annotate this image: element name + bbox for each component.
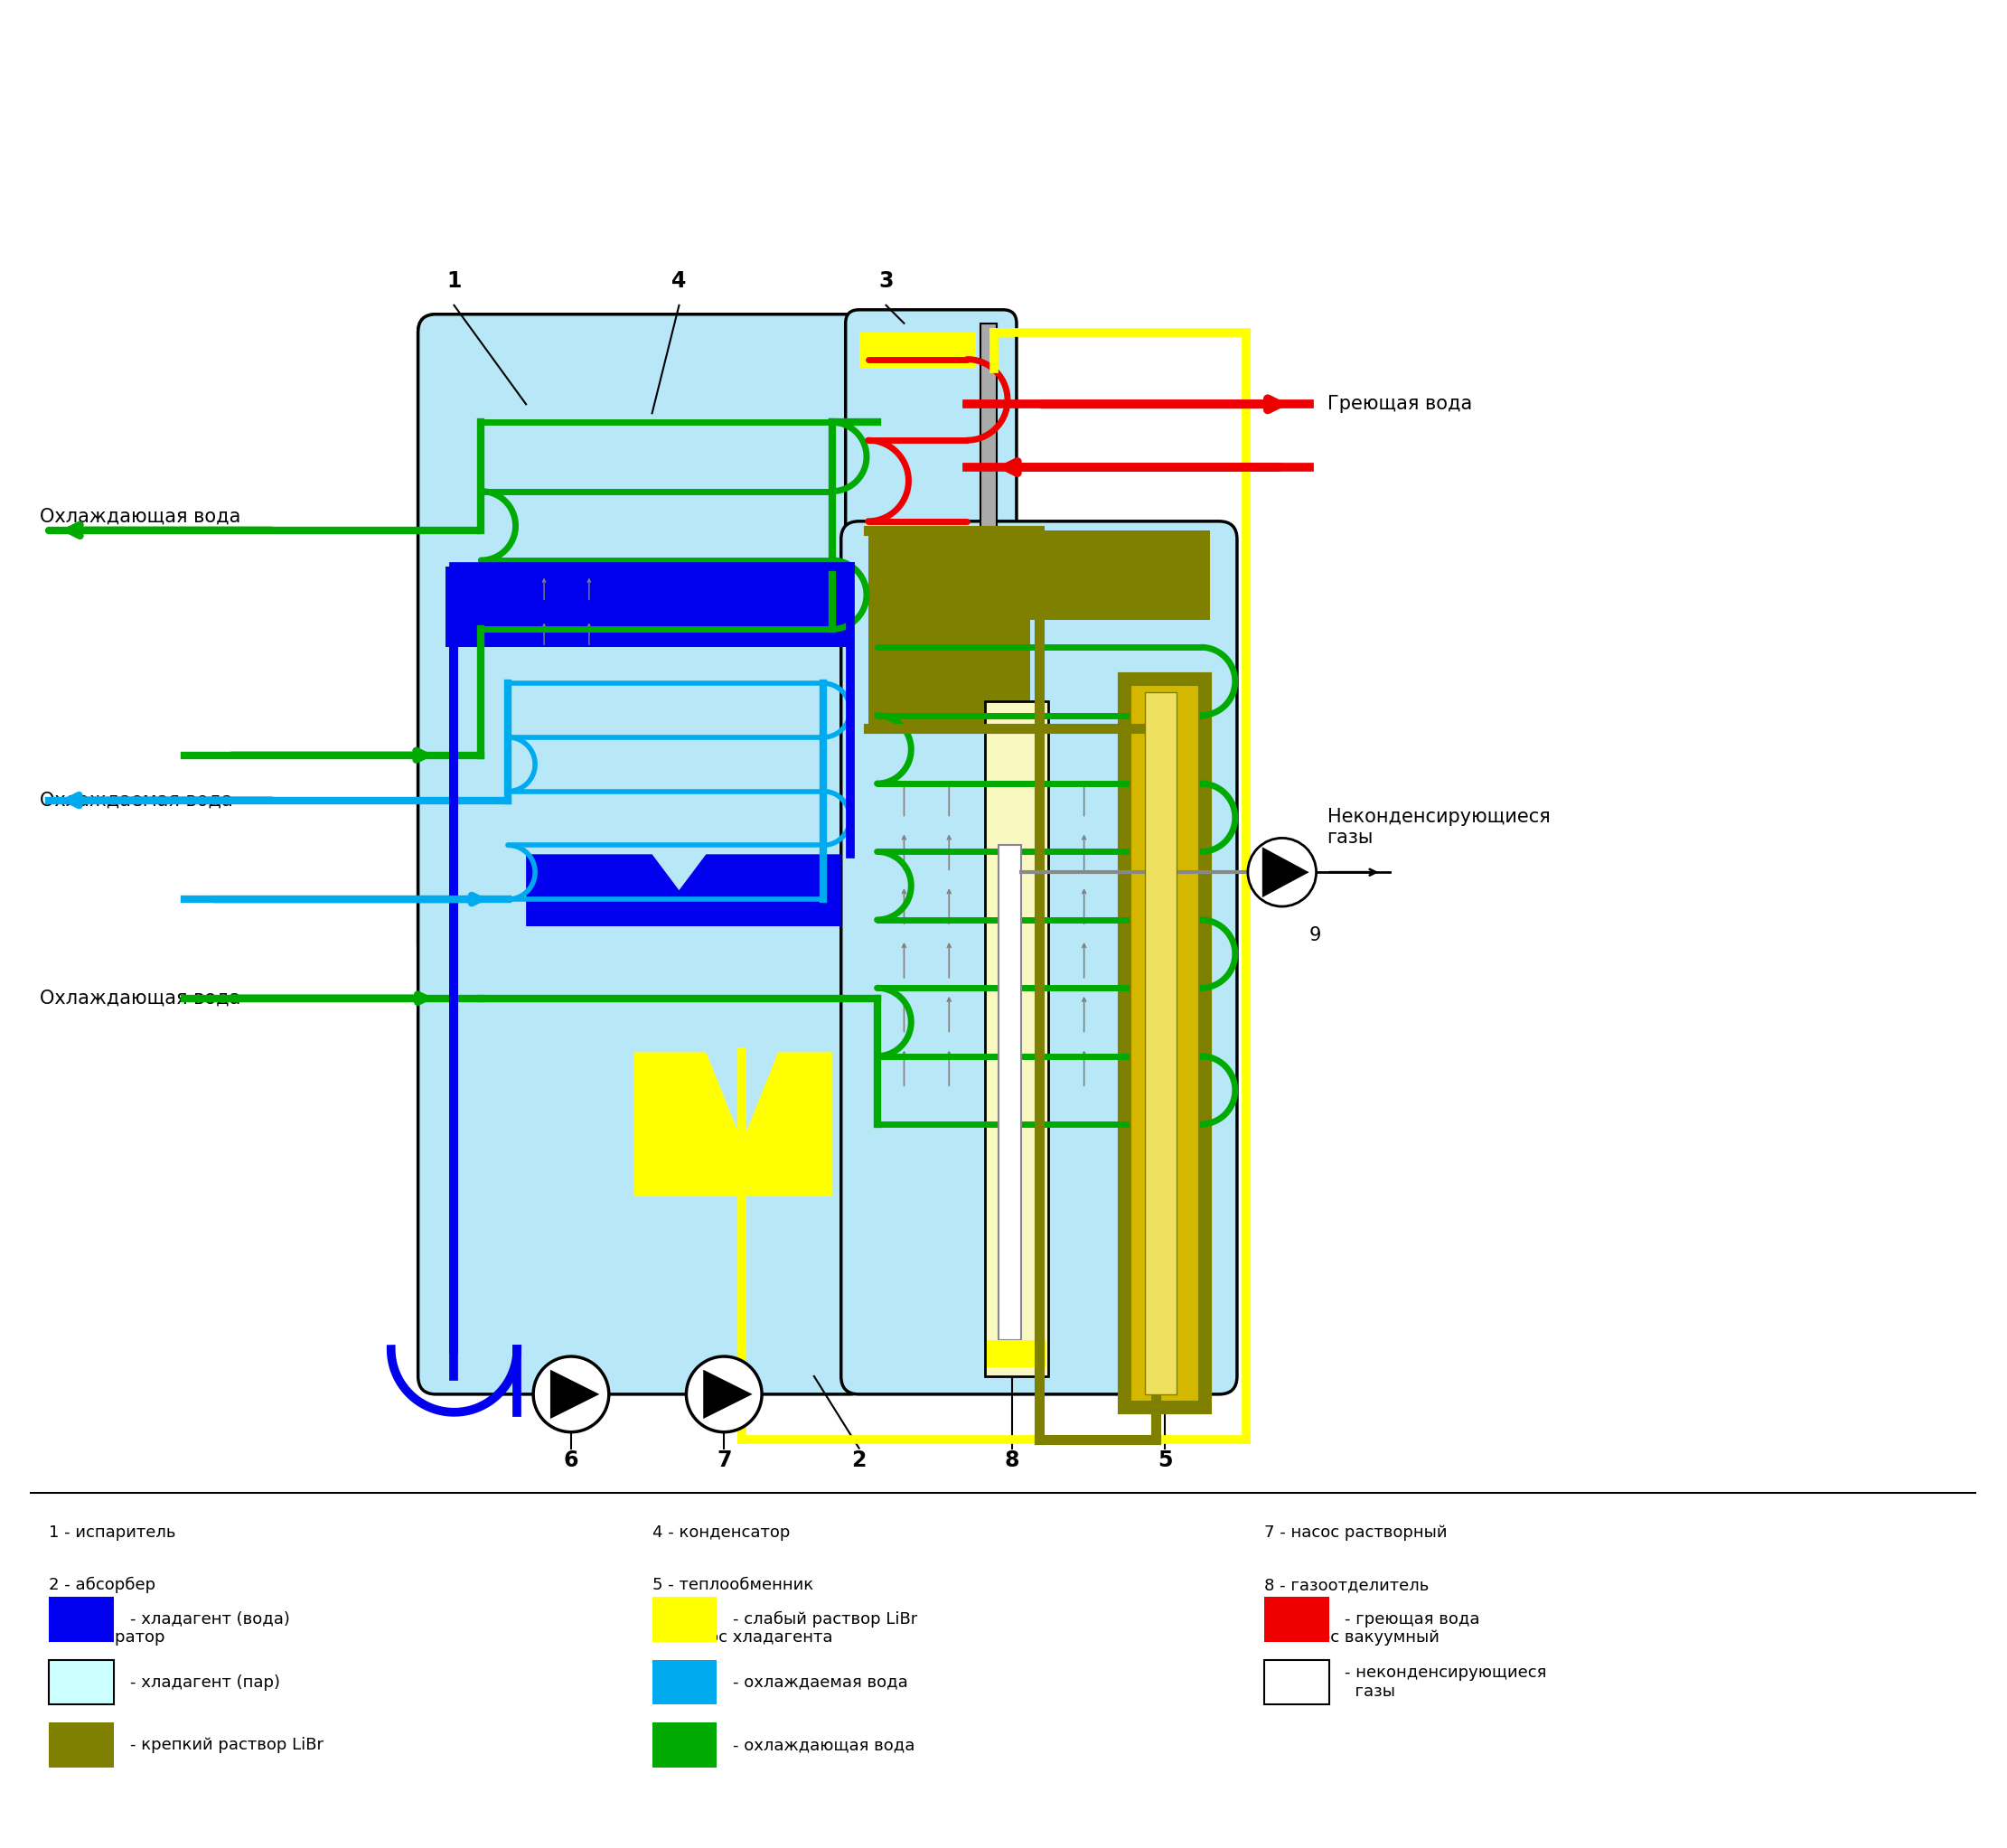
Bar bbox=[48, 1660, 114, 1704]
Text: 2: 2 bbox=[851, 1449, 867, 1471]
Bar bbox=[652, 1597, 716, 1641]
Bar bbox=[1264, 1660, 1329, 1704]
FancyBboxPatch shape bbox=[417, 314, 869, 963]
Text: - охлаждаемая вода: - охлаждаемая вода bbox=[733, 1674, 907, 1691]
Polygon shape bbox=[526, 854, 841, 926]
Polygon shape bbox=[550, 1369, 600, 1419]
Circle shape bbox=[534, 1356, 608, 1432]
Bar bbox=[652, 1722, 716, 1769]
Text: Охлаждаемая вода: Охлаждаемая вода bbox=[40, 791, 233, 809]
Bar bbox=[1120, 675, 1210, 1412]
FancyBboxPatch shape bbox=[845, 310, 1018, 553]
Text: 8 - газоотделитель: 8 - газоотделитель bbox=[1264, 1576, 1429, 1593]
Text: Охлаждающая вода: Охлаждающая вода bbox=[40, 508, 241, 527]
Bar bbox=[869, 621, 1030, 728]
Text: Охлаждающая вода: Охлаждающая вода bbox=[40, 989, 241, 1007]
Text: 2 - абсорбер: 2 - абсорбер bbox=[48, 1576, 157, 1593]
Circle shape bbox=[686, 1356, 763, 1432]
Bar bbox=[652, 1660, 716, 1704]
Text: - хладагент (пар): - хладагент (пар) bbox=[130, 1674, 281, 1691]
Text: 6: 6 bbox=[564, 1449, 578, 1471]
Bar bbox=[1264, 1597, 1329, 1641]
Text: 5: 5 bbox=[1158, 1449, 1172, 1471]
Polygon shape bbox=[634, 1052, 833, 1196]
Text: 3 - генератор: 3 - генератор bbox=[48, 1630, 165, 1645]
Polygon shape bbox=[702, 1369, 753, 1419]
Text: Греющая вода: Греющая вода bbox=[1327, 395, 1471, 414]
Text: - слабый раствор LiBr: - слабый раствор LiBr bbox=[733, 1611, 917, 1628]
Text: 6 - насос хладагента: 6 - насос хладагента bbox=[652, 1630, 833, 1645]
FancyBboxPatch shape bbox=[841, 521, 1236, 1393]
Text: 7: 7 bbox=[716, 1449, 731, 1471]
FancyBboxPatch shape bbox=[417, 314, 869, 1393]
Text: 9 - насос вакуумный: 9 - насос вакуумный bbox=[1264, 1630, 1439, 1645]
Circle shape bbox=[1248, 837, 1317, 907]
Text: - хладагент (вода): - хладагент (вода) bbox=[130, 1611, 289, 1628]
Text: - неконденсирующиеся
  газы: - неконденсирующиеся газы bbox=[1345, 1665, 1547, 1700]
Bar bbox=[981, 323, 997, 540]
Text: 9: 9 bbox=[1309, 926, 1321, 944]
Bar bbox=[987, 1340, 1046, 1368]
Bar bbox=[869, 530, 1210, 621]
Text: - крепкий раствор LiBr: - крепкий раствор LiBr bbox=[130, 1737, 323, 1754]
Text: 5 - теплообменник: 5 - теплообменник bbox=[652, 1576, 813, 1593]
Bar bbox=[859, 333, 975, 368]
Text: - греющая вода: - греющая вода bbox=[1345, 1611, 1479, 1628]
Text: 4: 4 bbox=[672, 270, 686, 292]
Text: 3: 3 bbox=[879, 270, 893, 292]
Text: 1: 1 bbox=[448, 270, 462, 292]
Text: - охлаждающая вода: - охлаждающая вода bbox=[733, 1737, 915, 1754]
Bar bbox=[1130, 686, 1200, 1401]
Bar bbox=[48, 1597, 114, 1641]
Bar bbox=[1146, 693, 1176, 1393]
Bar bbox=[999, 845, 1022, 1340]
Text: 4 - конденсатор: 4 - конденсатор bbox=[652, 1525, 791, 1541]
Bar bbox=[446, 565, 851, 647]
Bar bbox=[48, 1722, 114, 1769]
Text: 8: 8 bbox=[1006, 1449, 1020, 1471]
Bar bbox=[985, 700, 1048, 1377]
Polygon shape bbox=[1262, 846, 1309, 898]
Text: 7 - насос растворный: 7 - насос растворный bbox=[1264, 1525, 1447, 1541]
Text: Неконденсирующиеся
газы: Неконденсирующиеся газы bbox=[1327, 808, 1549, 846]
Text: 1 - испаритель: 1 - испаритель bbox=[48, 1525, 177, 1541]
